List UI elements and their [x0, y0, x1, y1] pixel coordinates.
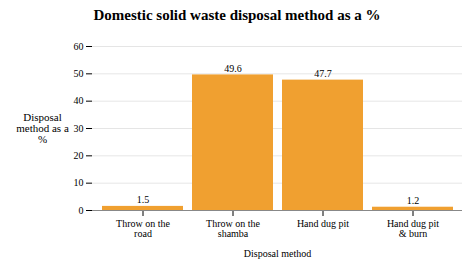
svg-text:60: 60	[74, 41, 84, 52]
svg-text:40: 40	[74, 95, 84, 106]
svg-text:47.7: 47.7	[314, 68, 332, 79]
svg-text:1.2: 1.2	[407, 195, 420, 206]
svg-text:Disposalmethod as a%: Disposalmethod as a%	[16, 111, 69, 145]
html-text:Domestic solid waste disposal: Domestic solid waste disposal method as …	[93, 7, 381, 23]
svg-text:30: 30	[74, 123, 84, 134]
svg-text:Disposal method: Disposal method	[244, 248, 312, 259]
svg-text:Throw on theshamba: Throw on theshamba	[206, 218, 260, 239]
svg-text:Hand dug pit: Hand dug pit	[297, 218, 349, 229]
svg-text:0: 0	[79, 205, 84, 216]
svg-text:20: 20	[74, 150, 84, 161]
svg-text:49.6: 49.6	[224, 63, 242, 74]
svg-text:10: 10	[74, 177, 84, 188]
svg-text:Throw on theroad: Throw on theroad	[116, 218, 170, 239]
svg-text:1.5: 1.5	[137, 194, 150, 205]
svg-text:Hand dug pit& burn: Hand dug pit& burn	[387, 218, 439, 239]
svg-text:50: 50	[74, 68, 84, 79]
